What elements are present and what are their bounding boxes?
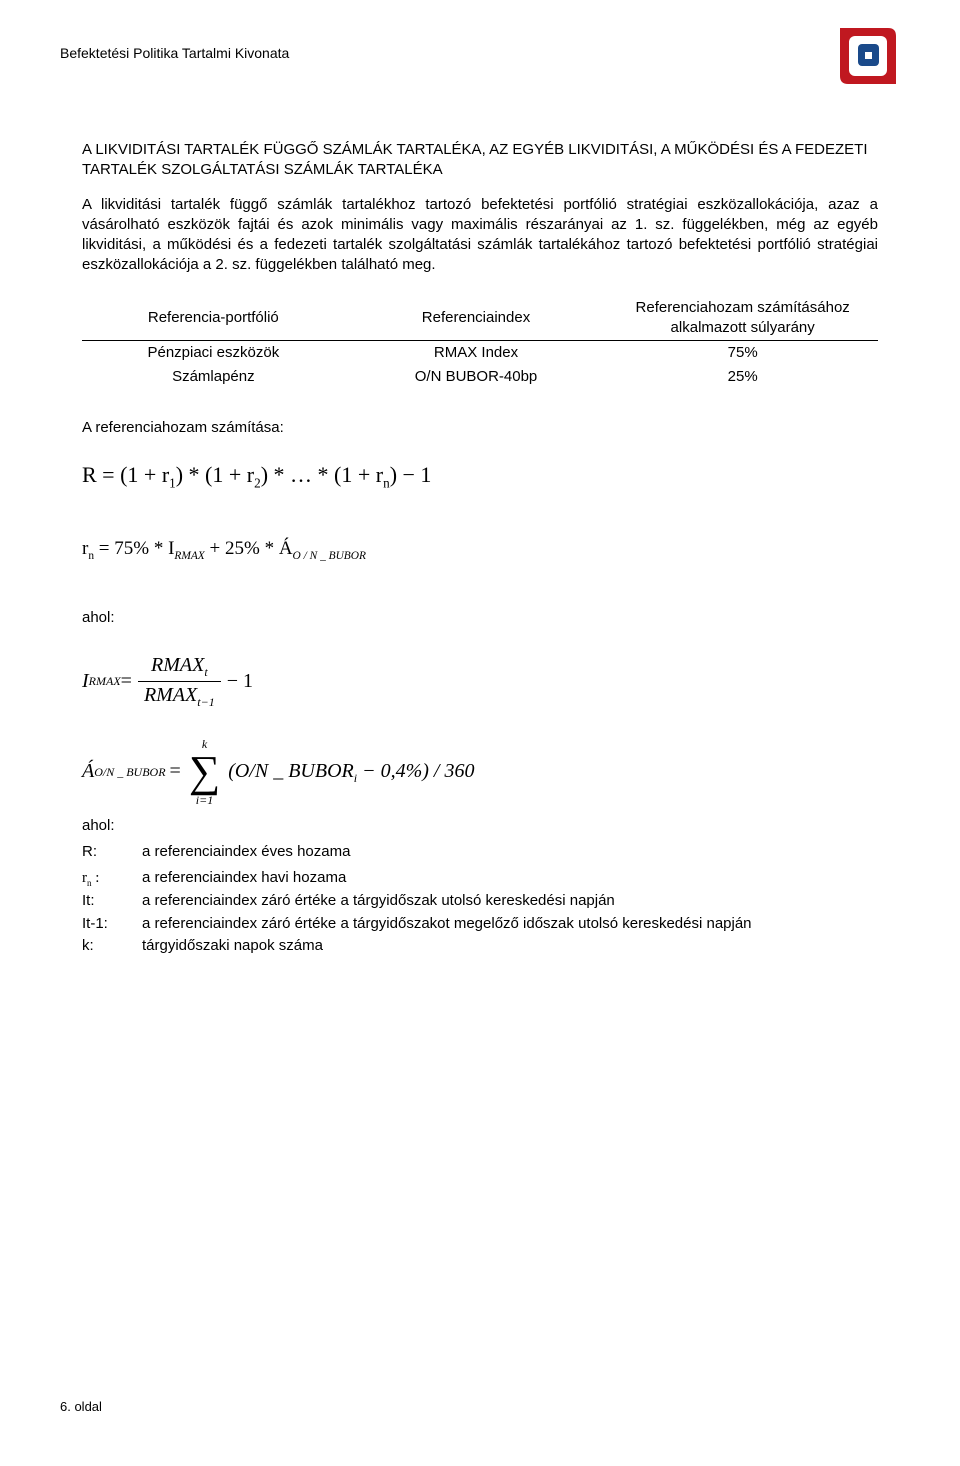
- formula-irmax: IRMAX = RMAXt RMAXt−1 − 1: [82, 652, 878, 709]
- def-symbol: R:: [82, 842, 142, 862]
- table-cell: RMAX Index: [345, 341, 608, 366]
- formula-main: R = (1 + r1) * (1 + r2) * … * (1 + rn) −…: [82, 460, 878, 492]
- page-header-title: Befektetési Politika Tartalmi Kivonata: [60, 44, 289, 63]
- definitions-list: R:a referenciaindex éves hozama rn :a re…: [82, 842, 878, 956]
- table-row: Pénzpiaci eszközök RMAX Index 75%: [82, 341, 878, 366]
- calc-label: A referenciahozam számítása:: [82, 418, 878, 438]
- formula-bubor: ÁO/N _ BUBOR = k ∑ i=1 (O/N _ BUBORi − 0…: [82, 738, 878, 806]
- table-row: Számlapénz O/N BUBOR-40bp 25%: [82, 365, 878, 389]
- def-symbol: rn :: [82, 868, 142, 889]
- def-symbol: It:: [82, 891, 142, 911]
- def-symbol: k:: [82, 936, 142, 956]
- def-text: a referenciaindex záró értéke a tárgyidő…: [142, 891, 615, 911]
- table-cell: Számlapénz: [82, 365, 345, 389]
- section-title: A LIKVIDITÁSI TARTALÉK FÜGGŐ SZÁMLÁK TAR…: [82, 140, 878, 181]
- ahol-label-2: ahol:: [82, 816, 878, 836]
- ahol-label-1: ahol:: [82, 608, 878, 628]
- table-cell: O/N BUBOR-40bp: [345, 365, 608, 389]
- page-number: 6. oldal: [60, 1398, 102, 1416]
- def-text: a referenciaindex éves hozama: [142, 842, 350, 862]
- def-symbol: It-1:: [82, 914, 142, 934]
- table-cell: 25%: [607, 365, 878, 389]
- formula-rn: rn = 75% * IRMAX + 25% * ÁO / N _ BUBOR: [82, 536, 878, 564]
- section-body: A likviditási tartalék függő számlák tar…: [82, 195, 878, 276]
- def-text: a referenciaindex havi hozama: [142, 868, 346, 889]
- def-text: tárgyidőszaki napok száma: [142, 936, 323, 956]
- def-text: a referenciaindex záró értéke a tárgyidő…: [142, 914, 752, 934]
- table-header: Referencia-portfólió: [82, 296, 345, 341]
- table-header: Referenciaindex: [345, 296, 608, 341]
- table-header: Referenciahozam számításához alkalmazott…: [607, 296, 878, 341]
- reference-table: Referencia-portfólió Referenciaindex Ref…: [82, 296, 878, 390]
- table-cell: 75%: [607, 341, 878, 366]
- table-cell: Pénzpiaci eszközök: [82, 341, 345, 366]
- company-logo: [836, 24, 900, 88]
